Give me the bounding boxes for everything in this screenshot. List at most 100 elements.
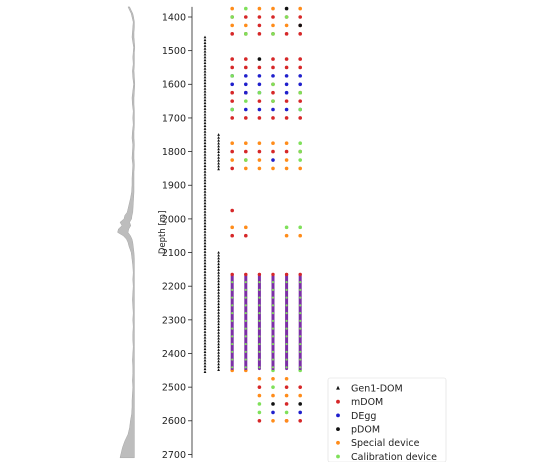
gen1-dom-marker [203,178,207,182]
degg-marker [271,158,275,162]
gen1-dom-marker [203,89,207,93]
mdom-marker [257,23,262,28]
degg-marker [284,107,289,112]
gen1-dom-marker [203,35,207,39]
dense-calibration-marker [271,319,275,322]
gen1-dom-marker [203,150,207,153]
dense-calibration-marker [244,350,247,353]
gen1-dom-marker [203,144,207,147]
gen1-dom-marker [203,58,207,62]
degg-marker [244,90,248,95]
gen1-dom-marker [217,290,220,294]
gen1-dom-marker [203,247,207,250]
dense-calibration-marker [299,304,302,307]
dense-calibration-marker [285,281,288,284]
special-device-marker [230,6,234,11]
gen1-dom-marker [203,338,207,342]
dense-calibration-marker [258,366,261,369]
gen1-dom-marker [203,324,207,328]
gen1-dom-marker [203,241,207,245]
degg-marker [284,74,289,78]
y-tick-label: 1400 [162,12,186,23]
gen1-dom-marker [203,310,207,313]
gen1-dom-marker [203,258,207,262]
calibration-device-marker [298,90,303,95]
gen1-dom-marker [203,361,207,365]
dense-calibration-marker [231,304,234,307]
mdom-marker [257,15,262,19]
dense-calibration-marker [271,350,275,353]
dense-calibration-marker [258,296,261,299]
dense-calibration-marker [244,335,247,338]
legend-box [327,377,447,462]
gen1-dom-marker [203,252,207,256]
mdom-marker [284,32,289,36]
degg-marker [257,82,262,87]
dense-top-marker [298,272,302,277]
special-device-marker [244,225,248,230]
gen1-dom-marker [217,302,220,306]
degg-marker [271,410,275,415]
gen1-dom-marker [203,347,207,351]
dense-calibration-marker [299,312,302,315]
y-tick-label: 1600 [162,80,186,91]
dense-calibration-marker [244,327,247,330]
dense-calibration-marker [258,288,261,292]
dense-calibration-marker [258,350,261,353]
gen1-dom-marker [203,232,207,236]
gen1-dom-marker [217,328,220,331]
gen1-dom-marker [203,293,207,296]
calibration-device-marker [271,82,275,87]
dense-calibration-marker [285,304,288,307]
gen1-dom-marker [203,175,207,179]
mdom-marker [298,116,303,120]
gen1-dom-marker [203,304,207,308]
dense-calibration-marker [285,342,288,346]
gen1-dom-marker [203,210,207,213]
gen1-dom-marker [203,284,207,288]
gen1-dom-marker [203,244,207,248]
gen1-dom-marker [203,167,207,170]
dense-calibration-marker [285,350,288,353]
pdom-marker [284,6,289,11]
mdom-marker [244,149,248,154]
calibration-device-marker [284,225,289,230]
calibration-device-marker [244,158,248,162]
mdom-marker [230,149,234,154]
gen1-dom-marker [203,112,207,116]
mdom-marker [298,65,303,70]
dense-calibration-marker [244,296,247,299]
dense-calibration-marker [271,288,275,292]
special-device-marker [298,166,303,171]
gen1-dom-marker [203,298,207,302]
y-tick-label: 2300 [162,315,186,326]
special-device-marker [271,393,275,398]
gen1-dom-marker [203,181,207,185]
mdom-marker [230,233,234,238]
special-device-marker [284,141,289,145]
gen1-dom-marker [203,353,207,356]
gen1-dom-marker [217,313,220,317]
special-device-marker [257,158,262,162]
dense-calibration-marker [231,350,234,353]
dense-calibration-marker [258,319,261,322]
dense-calibration-marker [299,319,302,322]
dense-calibration-marker [285,335,288,338]
legend-gen1-dom-label: Gen1-DOM [351,383,403,394]
gen1-dom-marker [217,259,220,263]
gen1-dom-marker [203,313,207,316]
gen1-dom-marker [203,161,207,165]
mdom-marker [284,402,289,406]
mdom-marker [298,57,303,61]
gen1-dom-marker [203,81,207,85]
calibration-device-marker [257,402,262,406]
dense-calibration-marker [271,358,275,361]
special-device-marker [257,166,262,171]
gen1-dom-marker [203,64,207,67]
legend-degg-marker [336,413,340,418]
calibration-device-marker [244,6,248,11]
calibration-device-marker [230,74,234,78]
gen1-dom-marker [217,345,220,349]
dense-calibration-marker [271,342,275,346]
legend-pdom-label: pDOM [351,425,380,436]
